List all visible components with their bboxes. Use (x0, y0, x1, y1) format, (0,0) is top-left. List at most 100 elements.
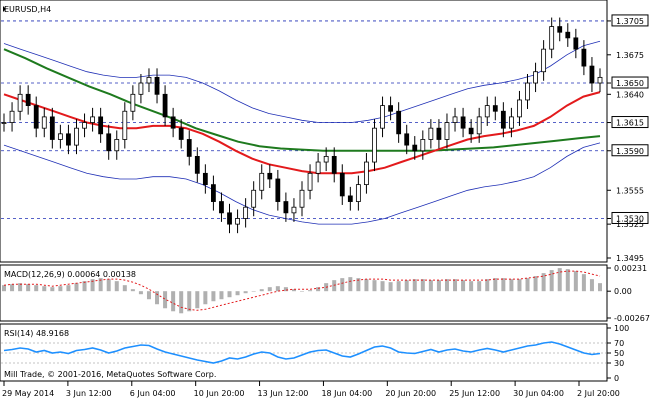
candle-body (186, 139, 192, 157)
candle-body (114, 139, 120, 152)
macd-histogram-bar (525, 278, 530, 292)
candle-body (468, 127, 474, 135)
candle-body (404, 133, 410, 146)
candle-body (219, 201, 224, 214)
macd-histogram-bar (66, 285, 71, 292)
rsi-tick-label: 70 (614, 339, 624, 348)
macd-histogram-bar (420, 279, 425, 292)
candle-body (122, 110, 128, 140)
candle-body (500, 110, 506, 129)
macd-tick-label: 0.00 (614, 287, 632, 296)
candle-body (1, 122, 7, 124)
candle-body (372, 127, 377, 163)
candle-body (364, 161, 369, 186)
candle-body (154, 76, 160, 95)
candle-body (347, 195, 353, 202)
macd-histogram-bar (412, 279, 417, 292)
rsi-label: RSI(14) 48.9168 (4, 329, 69, 338)
candle-body (517, 99, 522, 118)
candle-body (557, 26, 563, 33)
macd-histogram-bar (243, 291, 248, 294)
rsi-tick-label: 100 (614, 324, 629, 333)
macd-histogram-bar (372, 280, 377, 292)
price-tick-label: 1.3650 (616, 79, 644, 88)
macd-histogram-bar (203, 291, 208, 305)
slow-moving-average-line (3, 48, 601, 152)
price-tick-label: 1.3675 (616, 51, 644, 60)
candle-body (476, 116, 482, 135)
macd-histogram-bar (235, 291, 240, 296)
bollinger-lower-band (3, 142, 601, 225)
candle-body (299, 189, 305, 208)
macd-histogram-bar (509, 279, 514, 292)
macd-histogram-bar (171, 291, 176, 312)
macd-histogram-bar (589, 279, 594, 292)
candle-body (315, 161, 321, 174)
macd-histogram-bar (364, 279, 369, 292)
macd-histogram-bar (259, 289, 264, 292)
candle-body (178, 127, 184, 140)
macd-histogram-bar (195, 291, 200, 309)
macd-histogram-bar (557, 268, 562, 292)
macd-histogram-bar (227, 291, 232, 298)
macd-histogram-bar (50, 287, 55, 292)
candle-body (492, 105, 498, 112)
copyright: Mill Trade, © 2001-2016, MetaQuotes Soft… (4, 370, 216, 379)
price-level-box (611, 116, 649, 129)
candle-body (428, 127, 434, 140)
price-tick-label: 1.3615 (616, 119, 644, 128)
macd-histogram-bar (122, 285, 127, 292)
candle-body (66, 133, 71, 146)
macd-histogram-bar (356, 278, 361, 292)
macd-histogram-bar (146, 291, 151, 300)
candle-body (74, 127, 79, 146)
macd-histogram-bar (138, 291, 143, 295)
candle-body (323, 155, 329, 163)
macd-histogram-bar (598, 283, 602, 292)
macd-histogram-bar (533, 276, 538, 292)
macd-histogram-bar (18, 283, 23, 292)
price-tick-label: 1.3530 (616, 214, 644, 223)
macd-histogram-bar (26, 284, 31, 292)
macd-tick-label: 0.00231 (614, 264, 647, 273)
macd-histogram-bar (251, 291, 256, 292)
price-level-box (611, 14, 649, 27)
candle-body (227, 212, 232, 225)
macd-histogram-bar (469, 281, 474, 292)
macd-histogram-bar (82, 281, 87, 292)
fast-moving-average-line (3, 91, 601, 175)
macd-histogram-bar (114, 281, 119, 292)
rsi-pane-frame (0, 323, 608, 382)
candle-body (355, 184, 361, 202)
rsi-tick-label: 50 (614, 349, 624, 358)
candle-body (549, 26, 555, 50)
candle-body (243, 206, 249, 219)
macd-histogram-bar (461, 280, 466, 292)
candle-body (9, 110, 15, 123)
bollinger-upper-band (3, 40, 601, 123)
macd-histogram-bar (428, 280, 433, 292)
time-tick-label: 29 May 2014 (2, 389, 54, 398)
time-tick-label: 18 Jun 04:00 (321, 389, 372, 398)
candle-body (452, 116, 458, 123)
macd-histogram-bar (90, 279, 95, 292)
macd-histogram-bar (565, 269, 570, 292)
rsi-line (3, 341, 601, 364)
candle-body (412, 144, 418, 152)
candle-body (211, 184, 216, 202)
macd-histogram-bar (219, 291, 224, 300)
macd-histogram-bar (106, 279, 111, 292)
candle-body (509, 116, 514, 129)
candle-body (460, 116, 466, 129)
time-tick-label: 25 Jun 12:00 (449, 389, 500, 398)
macd-histogram-bar (436, 280, 441, 292)
candle-body (162, 93, 168, 118)
time-tick-label: 20 Jun 20:00 (385, 389, 436, 398)
candle-body (146, 76, 152, 84)
candle-body (57, 133, 63, 140)
macd-histogram-bar (74, 283, 79, 292)
price-level-box (611, 144, 649, 157)
macd-histogram-bar (283, 287, 288, 292)
macd-histogram-bar (34, 285, 39, 292)
